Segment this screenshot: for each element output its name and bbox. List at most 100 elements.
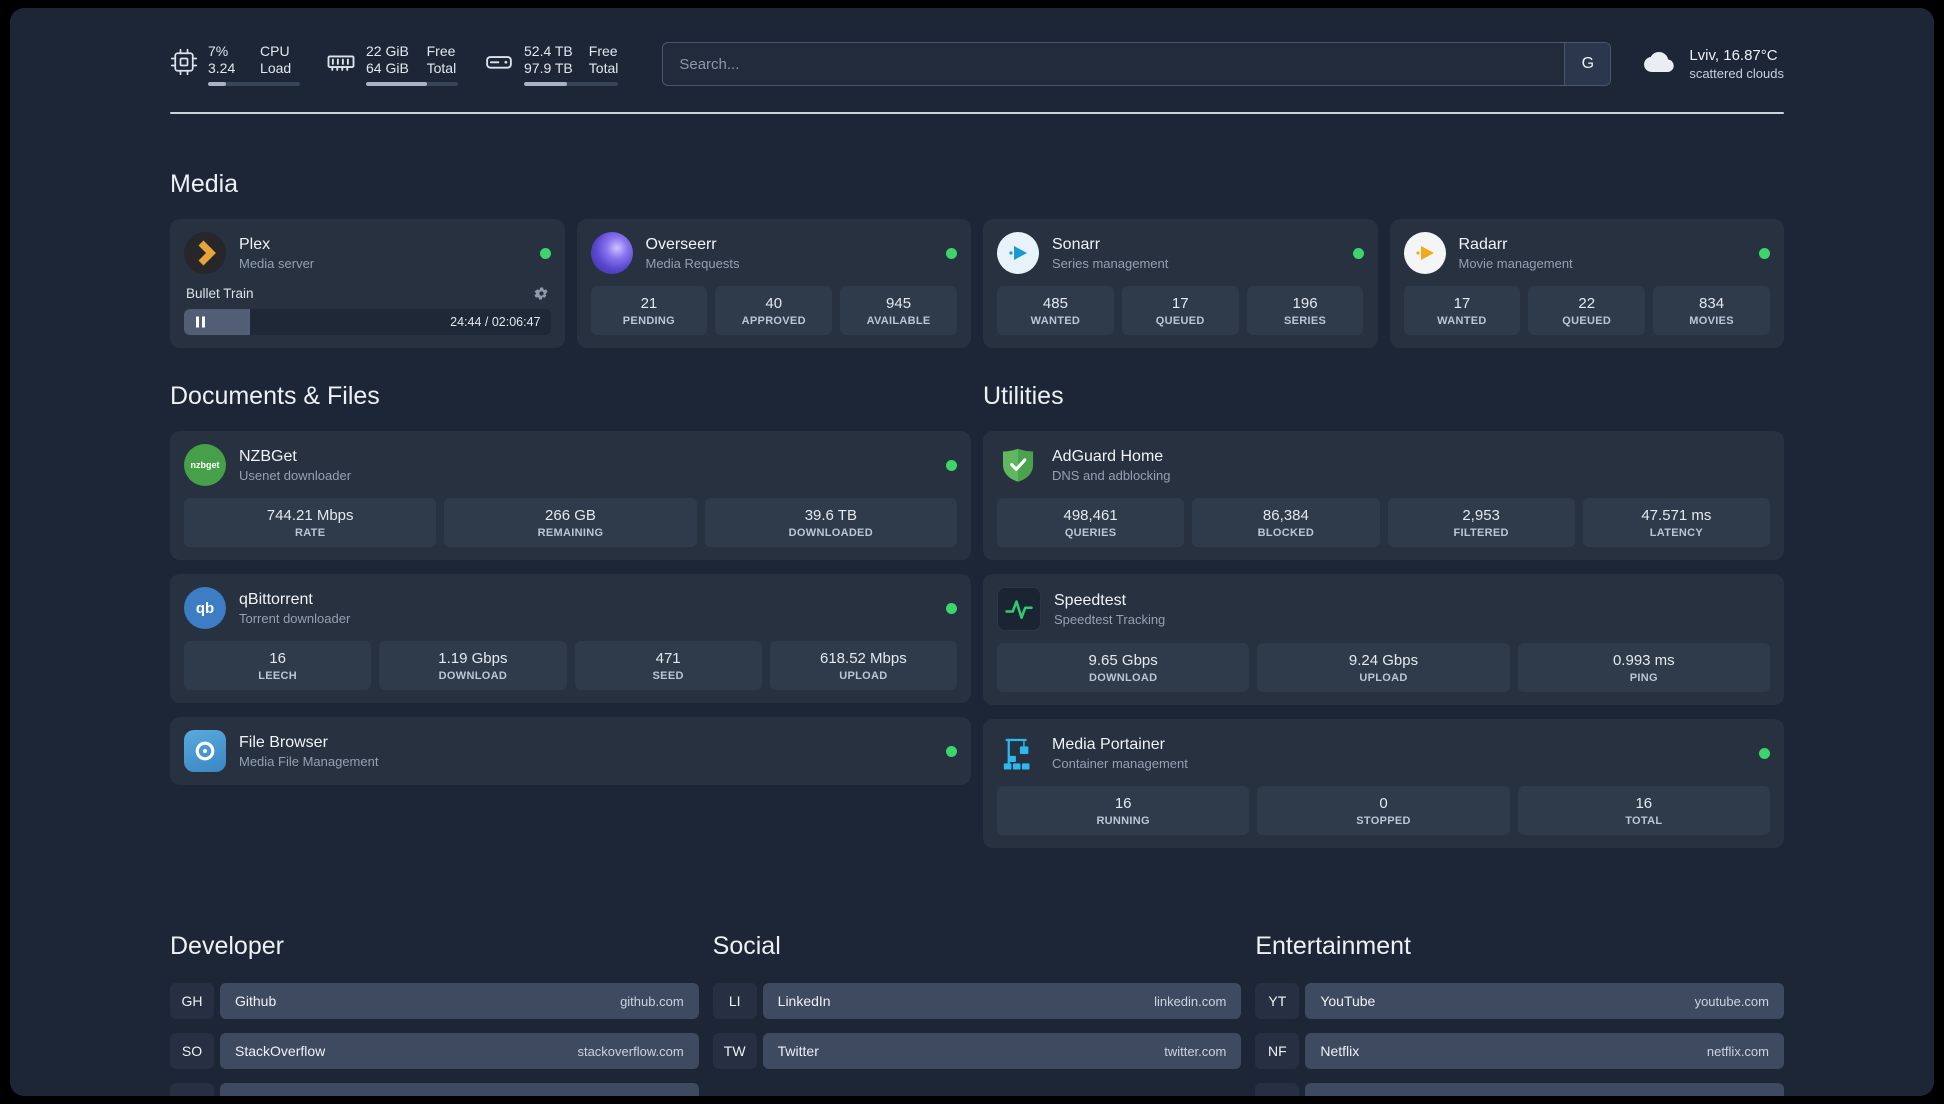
bookmark-name: YouTube <box>1320 993 1376 1009</box>
memory-icon <box>326 47 356 82</box>
now-playing-title: Bullet Train <box>186 286 254 301</box>
bookmark-name: Twitter <box>777 1043 819 1059</box>
media-grid: Plex Media server Bullet Train 24:44 / 0… <box>170 219 1784 348</box>
bookmark-url: twitter.com <box>1164 1043 1227 1059</box>
bookmark-url: dev.to <box>649 1094 683 1097</box>
app-name: Radarr <box>1458 236 1508 253</box>
bookmark-url: github.com <box>620 993 684 1009</box>
stat-ping: 0.993 ms PING <box>1517 643 1770 692</box>
app-card-speedtest[interactable]: Speedtest Speedtest Tracking 9.65 Gbps D… <box>983 574 1784 705</box>
app-subtitle: Speedtest Tracking <box>1054 612 1166 627</box>
search-engine-button[interactable]: G <box>1564 43 1611 85</box>
bookmark-name: Netflix <box>1320 1043 1360 1059</box>
stat-wanted: 485 WANTED <box>997 286 1114 335</box>
stat-filtered: 2,953 FILTERED <box>1387 498 1575 547</box>
bookmark-abbr: TW <box>712 1033 757 1069</box>
sonarr-icon <box>997 232 1039 274</box>
disk-free-label: Free <box>588 42 618 59</box>
stat-total: 16 TOTAL <box>1517 786 1770 835</box>
bookmark-github[interactable]: GH Github github.com <box>170 983 699 1019</box>
stat-downloaded: 39.6 TB DOWNLOADED <box>704 498 957 547</box>
topbar-divider <box>170 112 1784 114</box>
memory-free-label: Free <box>426 42 456 59</box>
weather-condition: scattered clouds <box>1689 66 1784 81</box>
status-dot <box>946 745 957 757</box>
pause-icon[interactable] <box>192 313 209 332</box>
status-dot <box>946 247 957 259</box>
app-card-portainer[interactable]: Media Portainer Container management 16 … <box>983 719 1784 848</box>
app-card-nzbget[interactable]: nzbget NZBGet Usenet downloader 744.21 M… <box>170 431 971 560</box>
status-dot <box>539 247 551 259</box>
playback-time: 24:44 / 02:06:47 <box>450 315 541 329</box>
utilities-column: Utilities AdGuard Home DNS and adblockin… <box>983 382 1784 862</box>
stat-leech: 16 LEECH <box>184 641 372 690</box>
gear-icon[interactable] <box>534 286 549 301</box>
app-card-radarr[interactable]: Radarr Movie management 17 WANTED 22 QUE… <box>1389 219 1784 348</box>
section-title-developer: Developer <box>170 932 284 960</box>
app-card-filebrowser[interactable]: File Browser Media File Management <box>170 717 971 785</box>
bookmark-name: Reddit <box>1320 1093 1360 1096</box>
stat-seed: 471 SEED <box>574 641 762 690</box>
bookmark-abbr: SO <box>170 1033 214 1069</box>
memory-total-label: Total <box>426 59 457 76</box>
disk-progressbar <box>524 81 619 86</box>
topbar: 7% CPU 3.24 Load 22 GiB Free <box>170 42 1784 86</box>
status-dot <box>946 602 957 614</box>
app-name: File Browser <box>239 734 328 751</box>
stat-upload: 618.52 Mbps UPLOAD <box>769 641 957 690</box>
bookmark-reddit[interactable]: RE Reddit reddit.com <box>1255 1083 1784 1096</box>
bookmark-abbr: GH <box>170 983 214 1019</box>
cpu-load-avg: 3.24 <box>208 59 236 76</box>
bookmark-stackoverflow[interactable]: SO StackOverflow stackoverflow.com <box>170 1033 699 1069</box>
stat-running: 16 RUNNING <box>997 786 1250 835</box>
app-subtitle: Media server <box>239 256 315 271</box>
disk-free: 52.4 TB <box>524 42 573 59</box>
stat-blocked: 86,384 BLOCKED <box>1192 498 1380 547</box>
stat-stopped: 0 STOPPED <box>1257 786 1510 835</box>
section-title-utilities: Utilities <box>983 382 1064 410</box>
stat-download: 1.19 Gbps DOWNLOAD <box>379 641 567 690</box>
app-subtitle: Movie management <box>1458 256 1573 271</box>
bookmark-url: netflix.com <box>1706 1043 1769 1059</box>
app-subtitle: Usenet downloader <box>239 468 352 483</box>
app-card-qbittorrent[interactable]: qb qBittorrent Torrent downloader 16 LEE… <box>170 574 971 703</box>
section-title-documents: Documents & Files <box>170 382 380 410</box>
playback-progressbar[interactable]: 24:44 / 02:06:47 <box>184 309 551 335</box>
stat-pending: 21 PENDING <box>590 286 708 335</box>
app-card-overseerr[interactable]: Overseerr Media Requests 21 PENDING 40 A… <box>576 219 971 348</box>
bookmark-twitter[interactable]: TW Twitter twitter.com <box>712 1033 1242 1069</box>
adguard-icon <box>997 444 1039 486</box>
plex-now-playing: Bullet Train 24:44 / 02:06:47 <box>184 276 551 335</box>
stat-series: 196 SERIES <box>1246 286 1364 335</box>
section-title-media: Media <box>170 170 239 198</box>
stat-download: 9.65 Gbps DOWNLOAD <box>997 643 1250 692</box>
bookmark-netflix[interactable]: NF Netflix netflix.com <box>1255 1033 1784 1069</box>
cpu-widget: 7% CPU 3.24 Load <box>170 43 300 86</box>
app-name: Overseerr <box>645 236 717 253</box>
search-input[interactable] <box>663 43 1565 85</box>
app-card-sonarr[interactable]: Sonarr Series management 485 WANTED 17 Q… <box>983 219 1378 348</box>
cpu-percent: 7% <box>208 42 229 59</box>
stat-remaining: 266 GB REMAINING <box>444 498 697 547</box>
bookmark-abbr: DT <box>170 1083 214 1096</box>
radarr-icon <box>1403 232 1446 274</box>
status-dot <box>946 459 957 471</box>
bookmark-dev[interactable]: DT DEV dev.to <box>170 1083 699 1096</box>
bookmark-linkedin[interactable]: LI LinkedIn linkedin.com <box>712 983 1242 1019</box>
search-bar: G <box>662 42 1612 86</box>
bookmark-url: reddit.com <box>1708 1094 1769 1097</box>
app-card-plex[interactable]: Plex Media server Bullet Train 24:44 / 0… <box>170 219 565 348</box>
status-dot <box>1759 247 1770 259</box>
memory-widget: 22 GiB Free 64 GiB Total <box>326 43 458 86</box>
bookmark-name: DEV <box>235 1093 264 1096</box>
app-name: qBittorrent <box>239 591 313 608</box>
app-card-adguard[interactable]: AdGuard Home DNS and adblocking 498,461 … <box>983 431 1784 560</box>
stat-queries: 498,461 QUERIES <box>997 498 1185 547</box>
bookmark-youtube[interactable]: YT YouTube youtube.com <box>1255 983 1784 1019</box>
stat-available: 945 AVAILABLE <box>840 286 957 335</box>
bookmarks: Developer GH Github github.com SO StackO… <box>170 932 1784 1096</box>
weather-widget[interactable]: Lviv, 16.87°C scattered clouds <box>1641 47 1784 82</box>
stat-queued: 22 QUEUED <box>1528 286 1646 335</box>
speedtest-icon <box>997 587 1041 631</box>
bookmarks-developer: Developer GH Github github.com SO StackO… <box>170 932 699 1096</box>
